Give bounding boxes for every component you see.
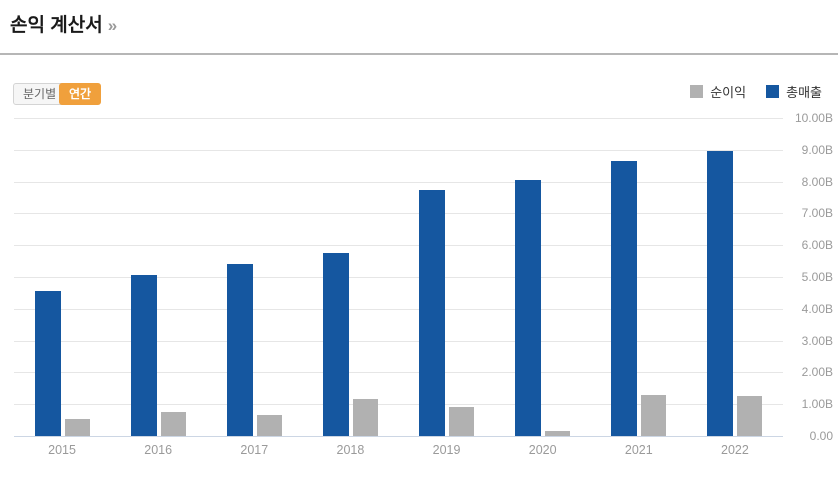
gridline-7 <box>14 213 783 215</box>
plot-area <box>14 118 783 437</box>
legend-label-net-income: 순이익 <box>710 84 747 100</box>
y-axis-label-5: 5.00B <box>801 270 833 284</box>
title-divider <box>0 53 838 55</box>
bar-net-income-2016[interactable] <box>160 412 186 436</box>
bar-net-income-2019[interactable] <box>449 407 475 436</box>
y-axis-label-6: 6.00B <box>801 238 833 253</box>
x-axis-label-2017: 2017 <box>240 443 269 457</box>
chevron-more-icon[interactable]: » <box>107 16 118 35</box>
bar-revenue-2022[interactable] <box>707 151 734 436</box>
bar-revenue-2018[interactable] <box>322 253 349 436</box>
y-axis-label-7: 7.00B <box>801 206 833 221</box>
annual-toggle-button[interactable]: 연간 <box>59 83 102 105</box>
x-axis-label-2019: 2019 <box>432 443 461 457</box>
gridline-9 <box>14 149 783 151</box>
gridline-3 <box>14 340 783 342</box>
bar-net-income-2015[interactable] <box>64 418 90 436</box>
bar-revenue-2021[interactable] <box>611 160 638 436</box>
x-axis-label-2022: 2022 <box>721 443 749 457</box>
legend-label-revenue: 총매출 <box>786 84 822 100</box>
y-axis-label-4: 4.00B <box>801 301 833 316</box>
x-axis-label-2016: 2016 <box>144 443 173 457</box>
y-axis-label-3: 3.00B <box>801 333 833 348</box>
x-axis-label-2018: 2018 <box>336 443 365 457</box>
gridline-10 <box>14 118 783 119</box>
bar-net-income-2021[interactable] <box>641 394 667 436</box>
y-axis-label-2: 2.00B <box>801 365 833 380</box>
gridline-6 <box>14 245 783 247</box>
bar-revenue-2020[interactable] <box>515 180 542 436</box>
x-axis-label-2015: 2015 <box>48 443 76 457</box>
gridline-1 <box>14 404 783 406</box>
page-title-text: 손익 계산서 <box>10 15 103 36</box>
bar-net-income-2022[interactable] <box>737 396 763 436</box>
y-axis-label-10: 10.00B <box>794 111 833 125</box>
gridline-4 <box>14 308 783 310</box>
revenue-swatch-icon <box>766 84 780 98</box>
legend-item-revenue[interactable]: 총매출 <box>766 82 822 101</box>
net-income-swatch-icon <box>690 84 704 98</box>
gridline-2 <box>14 372 783 374</box>
chart-legend: 순이익 총매출 <box>690 82 822 101</box>
page-title: 손익 계산서» <box>10 10 117 37</box>
quarterly-toggle-button[interactable]: 분기별 <box>13 83 67 105</box>
bar-revenue-2016[interactable] <box>130 275 157 436</box>
gridline-0 <box>14 436 783 437</box>
bar-revenue-2017[interactable] <box>226 264 253 436</box>
y-axis-label-1: 1.00B <box>801 397 833 412</box>
gridline-5 <box>14 277 783 278</box>
y-axis-label-0: 0.00 <box>809 429 833 443</box>
gridline-8 <box>14 181 783 183</box>
y-axis-label-9: 9.00B <box>801 142 833 157</box>
bar-net-income-2018[interactable] <box>352 399 378 436</box>
bar-revenue-2015[interactable] <box>34 291 61 436</box>
y-axis-label-8: 8.00B <box>801 174 833 189</box>
x-axis-label-2021: 2021 <box>624 443 653 457</box>
bar-revenue-2019[interactable] <box>419 189 446 436</box>
x-axis-label-2020: 2020 <box>528 443 557 457</box>
legend-item-net-income[interactable]: 순이익 <box>690 82 746 101</box>
bar-net-income-2020[interactable] <box>545 431 571 436</box>
bar-net-income-2017[interactable] <box>256 415 282 436</box>
